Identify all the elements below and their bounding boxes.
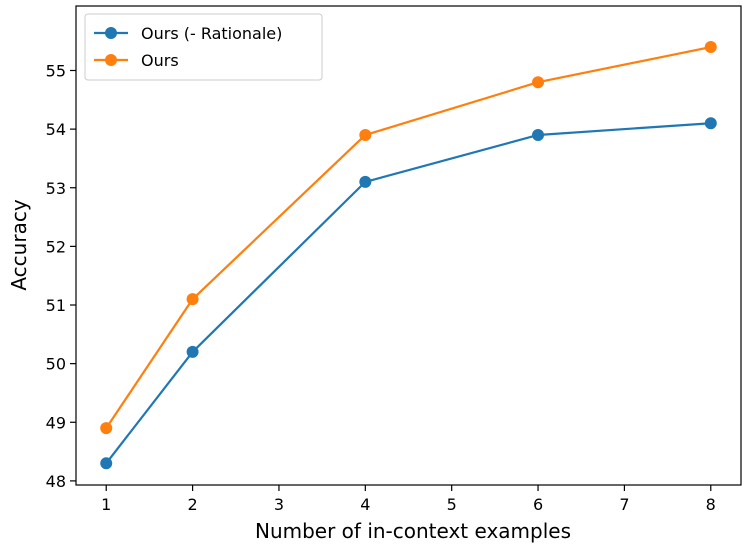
data-point-ours-rationale: [532, 128, 545, 141]
x-tick-label: 2: [187, 495, 197, 514]
y-tick-label: 55: [46, 61, 66, 80]
legend-box: [84, 13, 323, 81]
x-tick-label: 4: [360, 495, 370, 514]
x-tick-label: 1: [101, 495, 111, 514]
x-axis: 1 2 3 4 5 6 7 8: [101, 485, 716, 514]
data-point-ours-rationale: [704, 117, 717, 130]
data-point-ours-rationale: [186, 345, 199, 358]
y-tick-label: 51: [46, 296, 66, 315]
data-point-ours: [186, 293, 199, 306]
x-tick-label: 8: [706, 495, 716, 514]
y-tick-label: 48: [46, 472, 66, 491]
x-tick-label: 3: [274, 495, 284, 514]
legend-marker: [105, 54, 117, 66]
y-axis: 48 49 50 51 52 53 54 55: [46, 61, 76, 491]
x-tick-label: 7: [619, 495, 629, 514]
y-tick-label: 49: [46, 413, 66, 432]
x-axis-label: Number of in-context examples: [255, 519, 571, 543]
legend-marker: [105, 27, 117, 39]
legend-label: Ours (- Rationale): [141, 24, 282, 43]
legend: Ours (- Rationale) Ours: [84, 13, 323, 81]
data-point-ours-rationale: [100, 457, 113, 470]
x-tick-label: 6: [533, 495, 543, 514]
legend-label: Ours: [141, 51, 179, 70]
y-tick-label: 53: [46, 179, 66, 198]
data-point-ours-rationale: [359, 175, 372, 188]
data-point-ours: [532, 76, 545, 89]
y-axis-label: Accuracy: [7, 199, 31, 290]
data-point-ours: [100, 422, 113, 435]
plot-frame: [75, 5, 742, 486]
y-tick-label: 54: [46, 120, 66, 139]
y-tick-label: 52: [46, 237, 66, 256]
plot-area: [100, 41, 717, 470]
x-tick-label: 5: [447, 495, 457, 514]
data-point-ours: [359, 128, 372, 141]
data-point-ours: [704, 41, 717, 54]
y-tick-label: 50: [46, 355, 66, 374]
